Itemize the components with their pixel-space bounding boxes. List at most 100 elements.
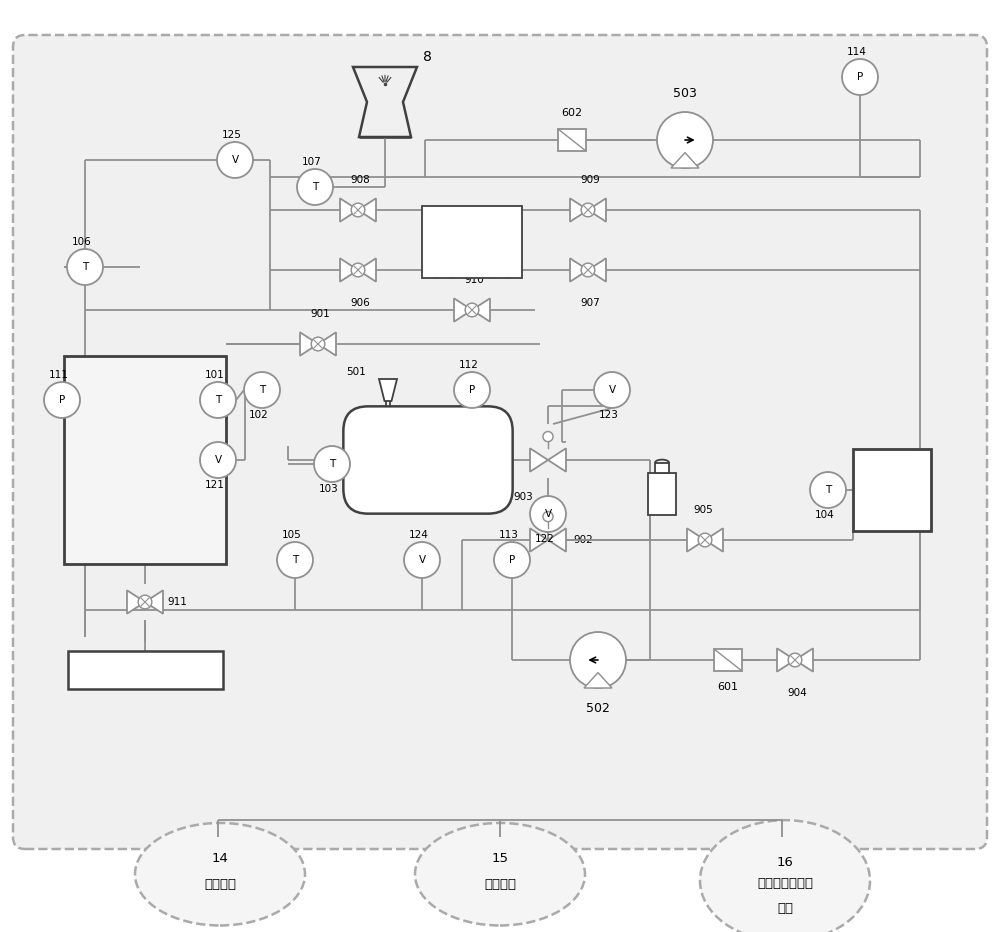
Polygon shape xyxy=(584,673,612,688)
Polygon shape xyxy=(548,448,566,472)
Polygon shape xyxy=(777,649,795,672)
Text: 设备: 设备 xyxy=(777,901,793,914)
Circle shape xyxy=(277,542,313,578)
Polygon shape xyxy=(548,528,566,552)
Text: 901: 901 xyxy=(310,309,330,319)
Text: T: T xyxy=(215,395,221,405)
Circle shape xyxy=(581,203,595,217)
Text: 101: 101 xyxy=(205,370,224,380)
Text: 910: 910 xyxy=(464,275,484,285)
Circle shape xyxy=(200,382,236,418)
Text: 14: 14 xyxy=(212,853,228,865)
Polygon shape xyxy=(570,199,588,222)
Circle shape xyxy=(530,496,566,532)
Text: 114: 114 xyxy=(846,48,866,57)
Text: 113: 113 xyxy=(498,530,518,541)
Bar xyxy=(655,463,669,473)
Polygon shape xyxy=(379,379,397,401)
Circle shape xyxy=(351,263,365,277)
Circle shape xyxy=(698,533,712,547)
Text: 1: 1 xyxy=(140,423,150,441)
Circle shape xyxy=(138,596,152,609)
Text: 906: 906 xyxy=(350,298,370,308)
Text: 7: 7 xyxy=(468,225,476,239)
Circle shape xyxy=(200,442,236,478)
Text: T: T xyxy=(312,182,318,192)
Circle shape xyxy=(842,59,878,95)
Circle shape xyxy=(810,472,846,508)
Bar xyxy=(648,473,676,515)
Polygon shape xyxy=(472,298,490,322)
Text: 122: 122 xyxy=(534,534,554,543)
Text: 112: 112 xyxy=(458,360,478,370)
Circle shape xyxy=(465,303,479,317)
Circle shape xyxy=(788,653,802,666)
Circle shape xyxy=(594,372,630,408)
Text: 104: 104 xyxy=(815,510,834,520)
Text: V: V xyxy=(231,155,239,165)
Circle shape xyxy=(454,372,490,408)
Polygon shape xyxy=(588,258,606,281)
Text: 124: 124 xyxy=(408,530,428,541)
Polygon shape xyxy=(318,333,336,356)
Text: T: T xyxy=(259,385,265,395)
Text: T: T xyxy=(825,485,831,495)
Circle shape xyxy=(404,542,440,578)
Text: 503: 503 xyxy=(673,87,697,100)
Text: 904: 904 xyxy=(787,688,807,698)
FancyBboxPatch shape xyxy=(343,406,513,514)
Bar xyxy=(64,356,226,564)
Polygon shape xyxy=(705,528,723,552)
Text: T: T xyxy=(82,262,88,272)
Text: V: V xyxy=(214,455,222,465)
Circle shape xyxy=(543,512,553,522)
Text: 601: 601 xyxy=(718,682,738,692)
Ellipse shape xyxy=(415,823,585,925)
Text: 909: 909 xyxy=(580,175,600,185)
FancyBboxPatch shape xyxy=(13,35,987,849)
Text: 16: 16 xyxy=(777,857,793,869)
Polygon shape xyxy=(358,199,376,222)
Text: T: T xyxy=(292,555,298,565)
Circle shape xyxy=(244,372,280,408)
Circle shape xyxy=(570,632,626,688)
Bar xyxy=(853,449,931,531)
Circle shape xyxy=(44,382,80,418)
Text: 121: 121 xyxy=(204,480,224,490)
Polygon shape xyxy=(530,448,548,472)
Text: 903: 903 xyxy=(513,492,533,502)
Text: 数据测量与采集: 数据测量与采集 xyxy=(757,877,813,890)
Text: 125: 125 xyxy=(221,130,241,140)
Circle shape xyxy=(297,169,333,205)
Text: 8: 8 xyxy=(423,50,432,64)
Text: V: V xyxy=(418,555,426,565)
Text: P: P xyxy=(509,555,515,565)
Bar xyxy=(422,206,522,278)
Text: 4: 4 xyxy=(887,483,897,498)
Text: 试验件: 试验件 xyxy=(131,481,159,496)
Text: 111: 111 xyxy=(48,370,68,380)
Text: 602: 602 xyxy=(561,108,583,118)
Text: T: T xyxy=(329,459,335,469)
Text: 907: 907 xyxy=(580,298,600,308)
Circle shape xyxy=(581,263,595,277)
Text: 911: 911 xyxy=(167,597,187,607)
Polygon shape xyxy=(570,258,588,281)
Bar xyxy=(68,651,223,689)
Ellipse shape xyxy=(700,820,870,932)
Polygon shape xyxy=(687,528,705,552)
Text: 仪控设备: 仪控设备 xyxy=(484,878,516,891)
Text: V: V xyxy=(544,509,552,519)
Circle shape xyxy=(657,112,713,168)
Polygon shape xyxy=(127,590,145,613)
Polygon shape xyxy=(145,590,163,613)
Text: 13: 13 xyxy=(135,663,155,678)
Polygon shape xyxy=(530,528,548,552)
Polygon shape xyxy=(300,333,318,356)
Circle shape xyxy=(543,432,553,442)
Circle shape xyxy=(217,142,253,178)
Text: 502: 502 xyxy=(586,702,610,715)
Text: V: V xyxy=(608,385,616,395)
Circle shape xyxy=(314,446,350,482)
Text: P: P xyxy=(59,395,65,405)
